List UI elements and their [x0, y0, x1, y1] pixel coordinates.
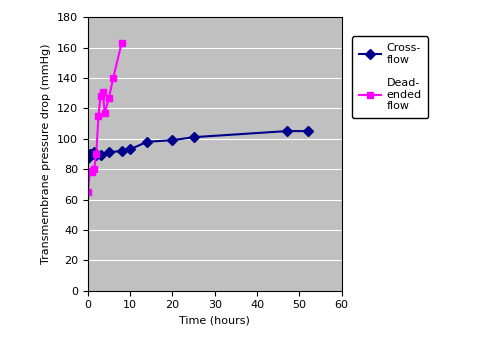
- Cross-
flow: [91, 150, 97, 155]
- Cross-
flow: [305, 129, 311, 133]
- Dead-
ended
flow: [89, 170, 95, 174]
- Line: Cross-
flow: Cross- flow: [84, 128, 311, 162]
- Cross-
flow: [93, 153, 99, 157]
- X-axis label: Time (hours): Time (hours): [179, 316, 250, 326]
- Cross-
flow: [191, 135, 197, 139]
- Cross-
flow: [85, 156, 91, 160]
- Cross-
flow: [98, 153, 103, 157]
- Dead-
ended
flow: [93, 152, 99, 156]
- Dead-
ended
flow: [85, 190, 91, 194]
- Cross-
flow: [106, 150, 112, 155]
- Cross-
flow: [127, 147, 133, 152]
- Cross-
flow: [89, 152, 95, 156]
- Dead-
ended
flow: [119, 41, 124, 45]
- Cross-
flow: [119, 149, 124, 153]
- Dead-
ended
flow: [110, 76, 116, 80]
- Dead-
ended
flow: [100, 90, 105, 94]
- Cross-
flow: [169, 138, 175, 142]
- Dead-
ended
flow: [96, 114, 102, 118]
- Legend: Cross-
flow, Dead-
ended
flow: Cross- flow, Dead- ended flow: [352, 36, 428, 118]
- Line: Dead-
ended
flow: Dead- ended flow: [84, 39, 125, 195]
- Dead-
ended
flow: [102, 111, 108, 115]
- Y-axis label: Transmembrane pressure drop (mmHg): Transmembrane pressure drop (mmHg): [41, 44, 51, 264]
- Dead-
ended
flow: [91, 167, 97, 171]
- Cross-
flow: [87, 152, 93, 156]
- Dead-
ended
flow: [87, 169, 93, 173]
- Cross-
flow: [144, 140, 150, 144]
- Cross-
flow: [284, 129, 289, 133]
- Dead-
ended
flow: [106, 96, 112, 100]
- Dead-
ended
flow: [98, 94, 103, 98]
